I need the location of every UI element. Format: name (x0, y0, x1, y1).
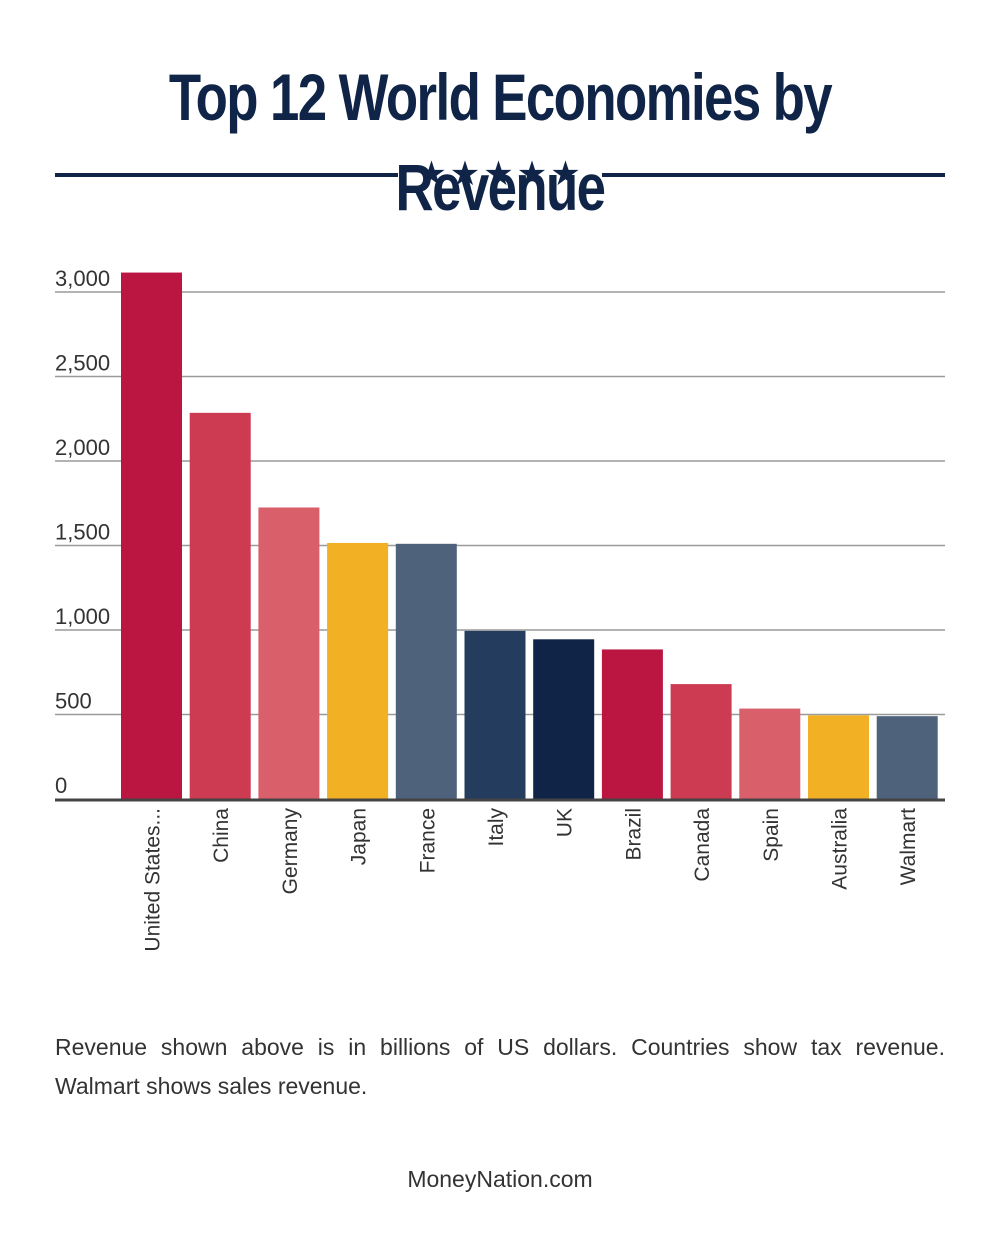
bar (464, 630, 526, 799)
x-tick-label: UK (554, 808, 577, 837)
x-tick-label: Brazil (622, 808, 645, 861)
title-divider-right (602, 173, 945, 177)
bar (327, 542, 389, 799)
y-tick-label: 2,500 (55, 351, 110, 376)
y-tick-label: 500 (55, 689, 92, 714)
y-tick-label: 1,000 (55, 604, 110, 629)
footnote: Revenue shown above is in billions of US… (55, 1034, 945, 1099)
y-tick-label: 3,000 (55, 266, 110, 291)
x-tick-label: Spain (760, 808, 783, 862)
bar (808, 715, 869, 799)
y-tick-label: 2,000 (55, 435, 110, 460)
x-tick-label: United States... (142, 808, 165, 952)
star-icon-row: ★★★★★ (416, 154, 584, 194)
bar (670, 684, 732, 799)
bar (601, 649, 663, 799)
title-divider-left (55, 173, 398, 177)
bar (395, 543, 457, 799)
x-axis-labels: United States... China Germany Japan France I… (142, 808, 921, 952)
x-tick-label: Germany (279, 808, 302, 895)
bar-chart: 0 500 1,000 1,500 2,000 2,500 3,000 United Sta… (55, 266, 945, 952)
x-tick-label: Australia (829, 808, 852, 890)
y-tick-label: 1,500 (55, 520, 110, 545)
source-credit: MoneyNation.com (407, 1166, 593, 1192)
bar (258, 507, 320, 799)
bar (189, 412, 251, 799)
bar (121, 272, 182, 799)
x-tick-label: Japan (348, 808, 371, 865)
page-title: Top 12 World Economies by Revenue (168, 60, 833, 224)
bar (533, 639, 595, 799)
x-tick-label: Italy (485, 808, 508, 847)
x-tick-label: Canada (691, 808, 714, 882)
x-tick-label: Walmart (897, 808, 920, 886)
bar (739, 708, 801, 799)
bars (121, 272, 938, 799)
y-tick-label: 0 (55, 773, 67, 798)
x-tick-label: France (416, 808, 439, 873)
x-tick-label: China (210, 808, 233, 863)
bar (876, 716, 938, 799)
y-axis-ticks: 0 500 1,000 1,500 2,000 2,500 3,000 (55, 266, 110, 798)
